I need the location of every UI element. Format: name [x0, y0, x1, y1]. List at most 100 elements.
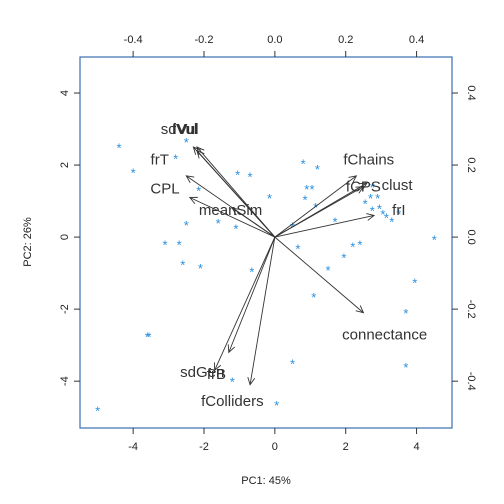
loading-label: sdGen — [180, 364, 224, 381]
score-point: * — [357, 238, 362, 253]
arrow-head — [355, 305, 365, 314]
loading-arrow — [274, 215, 375, 238]
loading-label: fChains — [343, 152, 394, 169]
loading-label: fCPS — [346, 179, 381, 196]
score-point: * — [162, 238, 167, 253]
top-tick-label: -0.4 — [124, 34, 143, 46]
x-tick-label: 0 — [272, 441, 278, 453]
score-point: * — [184, 218, 189, 233]
loading-arrow — [232, 207, 276, 238]
score-point: * — [432, 232, 437, 247]
score-point: * — [180, 258, 185, 273]
loading-arrow — [249, 237, 276, 385]
score-point: * — [341, 250, 346, 265]
score-point: * — [315, 162, 320, 177]
top-tick-label: 0.0 — [267, 34, 282, 46]
top-tick-label: -0.2 — [195, 34, 214, 46]
score-point: * — [370, 180, 375, 195]
score-point: * — [290, 357, 295, 372]
arrow-head — [196, 146, 205, 155]
loading-arrow — [274, 175, 357, 238]
loading-label: fVul — [172, 121, 197, 138]
arrow-head — [188, 196, 198, 204]
score-point: * — [304, 182, 309, 197]
score-point: * — [301, 157, 306, 172]
score-point: * — [267, 191, 272, 206]
arrow-head — [247, 376, 256, 386]
y-tick-label: 0 — [59, 234, 71, 240]
score-point: * — [333, 214, 338, 229]
plot-area — [79, 56, 453, 429]
loading-arrow — [274, 182, 368, 238]
score-point: * — [377, 202, 382, 217]
arrow-head — [348, 175, 358, 184]
arrow-head — [227, 344, 236, 354]
score-point: * — [302, 193, 307, 208]
score-point: * — [295, 241, 300, 256]
loading-arrow — [196, 146, 276, 238]
score-point: * — [368, 191, 373, 206]
loading-label: sdVul — [161, 121, 198, 138]
score-point: * — [375, 191, 380, 206]
score-point: * — [403, 360, 408, 375]
loading-label: meanSim — [199, 202, 262, 219]
loading-arrow — [214, 236, 276, 371]
score-point: * — [310, 182, 315, 197]
score-point: * — [177, 238, 182, 253]
right-tick-label: -0.4 — [465, 372, 477, 391]
score-point: * — [196, 184, 201, 199]
right-tick-label: 0.0 — [465, 229, 477, 244]
score-point: * — [131, 166, 136, 181]
loading-label: fColliders — [201, 393, 264, 410]
loading-label: frI — [392, 202, 405, 219]
right-tick-label: 0.2 — [465, 157, 477, 172]
loading-arrow — [274, 236, 364, 314]
loading-label: CPL — [150, 180, 179, 197]
arrow-head — [366, 213, 376, 221]
score-point: * — [380, 207, 385, 222]
arrow-head — [185, 175, 195, 184]
score-point: * — [350, 240, 355, 255]
arrow-head — [355, 186, 365, 194]
score-point: * — [403, 306, 408, 321]
top-tick-label: 0.4 — [409, 34, 424, 46]
arrow-head — [231, 207, 241, 216]
loading-arrow — [189, 197, 276, 238]
loading-arrows — [185, 146, 376, 386]
score-point: * — [235, 167, 240, 182]
loading-arrow — [228, 236, 276, 353]
score-point: * — [396, 207, 401, 222]
x-tick-label: 2 — [343, 441, 349, 453]
loading-label: frT — [151, 152, 169, 169]
score-point: * — [311, 290, 316, 305]
axes: -4 -2 0 2 4 -4 -2 0 2 4 -0.4 -0.2 0.0 0.2 0.4 -0.4 -0.2 0… — [59, 34, 477, 453]
loading-label: clust — [382, 177, 414, 194]
y-axis-title: PC2: 26% — [22, 217, 34, 267]
x-tick-label: 4 — [414, 441, 420, 453]
score-point: * — [198, 261, 203, 276]
score-point: * — [313, 200, 318, 215]
score-point: * — [249, 265, 254, 280]
y-tick-label: -4 — [59, 376, 71, 386]
score-point: * — [184, 135, 189, 150]
score-point: * — [325, 263, 330, 278]
y-tick-label: 2 — [59, 162, 71, 168]
score-point: * — [384, 211, 389, 226]
arrow-head — [213, 362, 222, 372]
score-point: * — [173, 151, 178, 166]
score-point: * — [116, 140, 121, 155]
score-point: * — [147, 330, 152, 345]
score-point: * — [230, 375, 235, 390]
score-point: * — [363, 196, 368, 211]
loading-label: frB — [207, 366, 226, 383]
score-point: * — [248, 169, 253, 184]
score-point: * — [95, 403, 100, 418]
y-tick-label: -2 — [59, 304, 71, 314]
arrow-head — [358, 182, 368, 190]
x-axis-title: PC1: 45% — [241, 475, 291, 487]
score-point: * — [389, 214, 394, 229]
loading-label: connectance — [342, 326, 427, 343]
score-point: * — [370, 203, 375, 218]
